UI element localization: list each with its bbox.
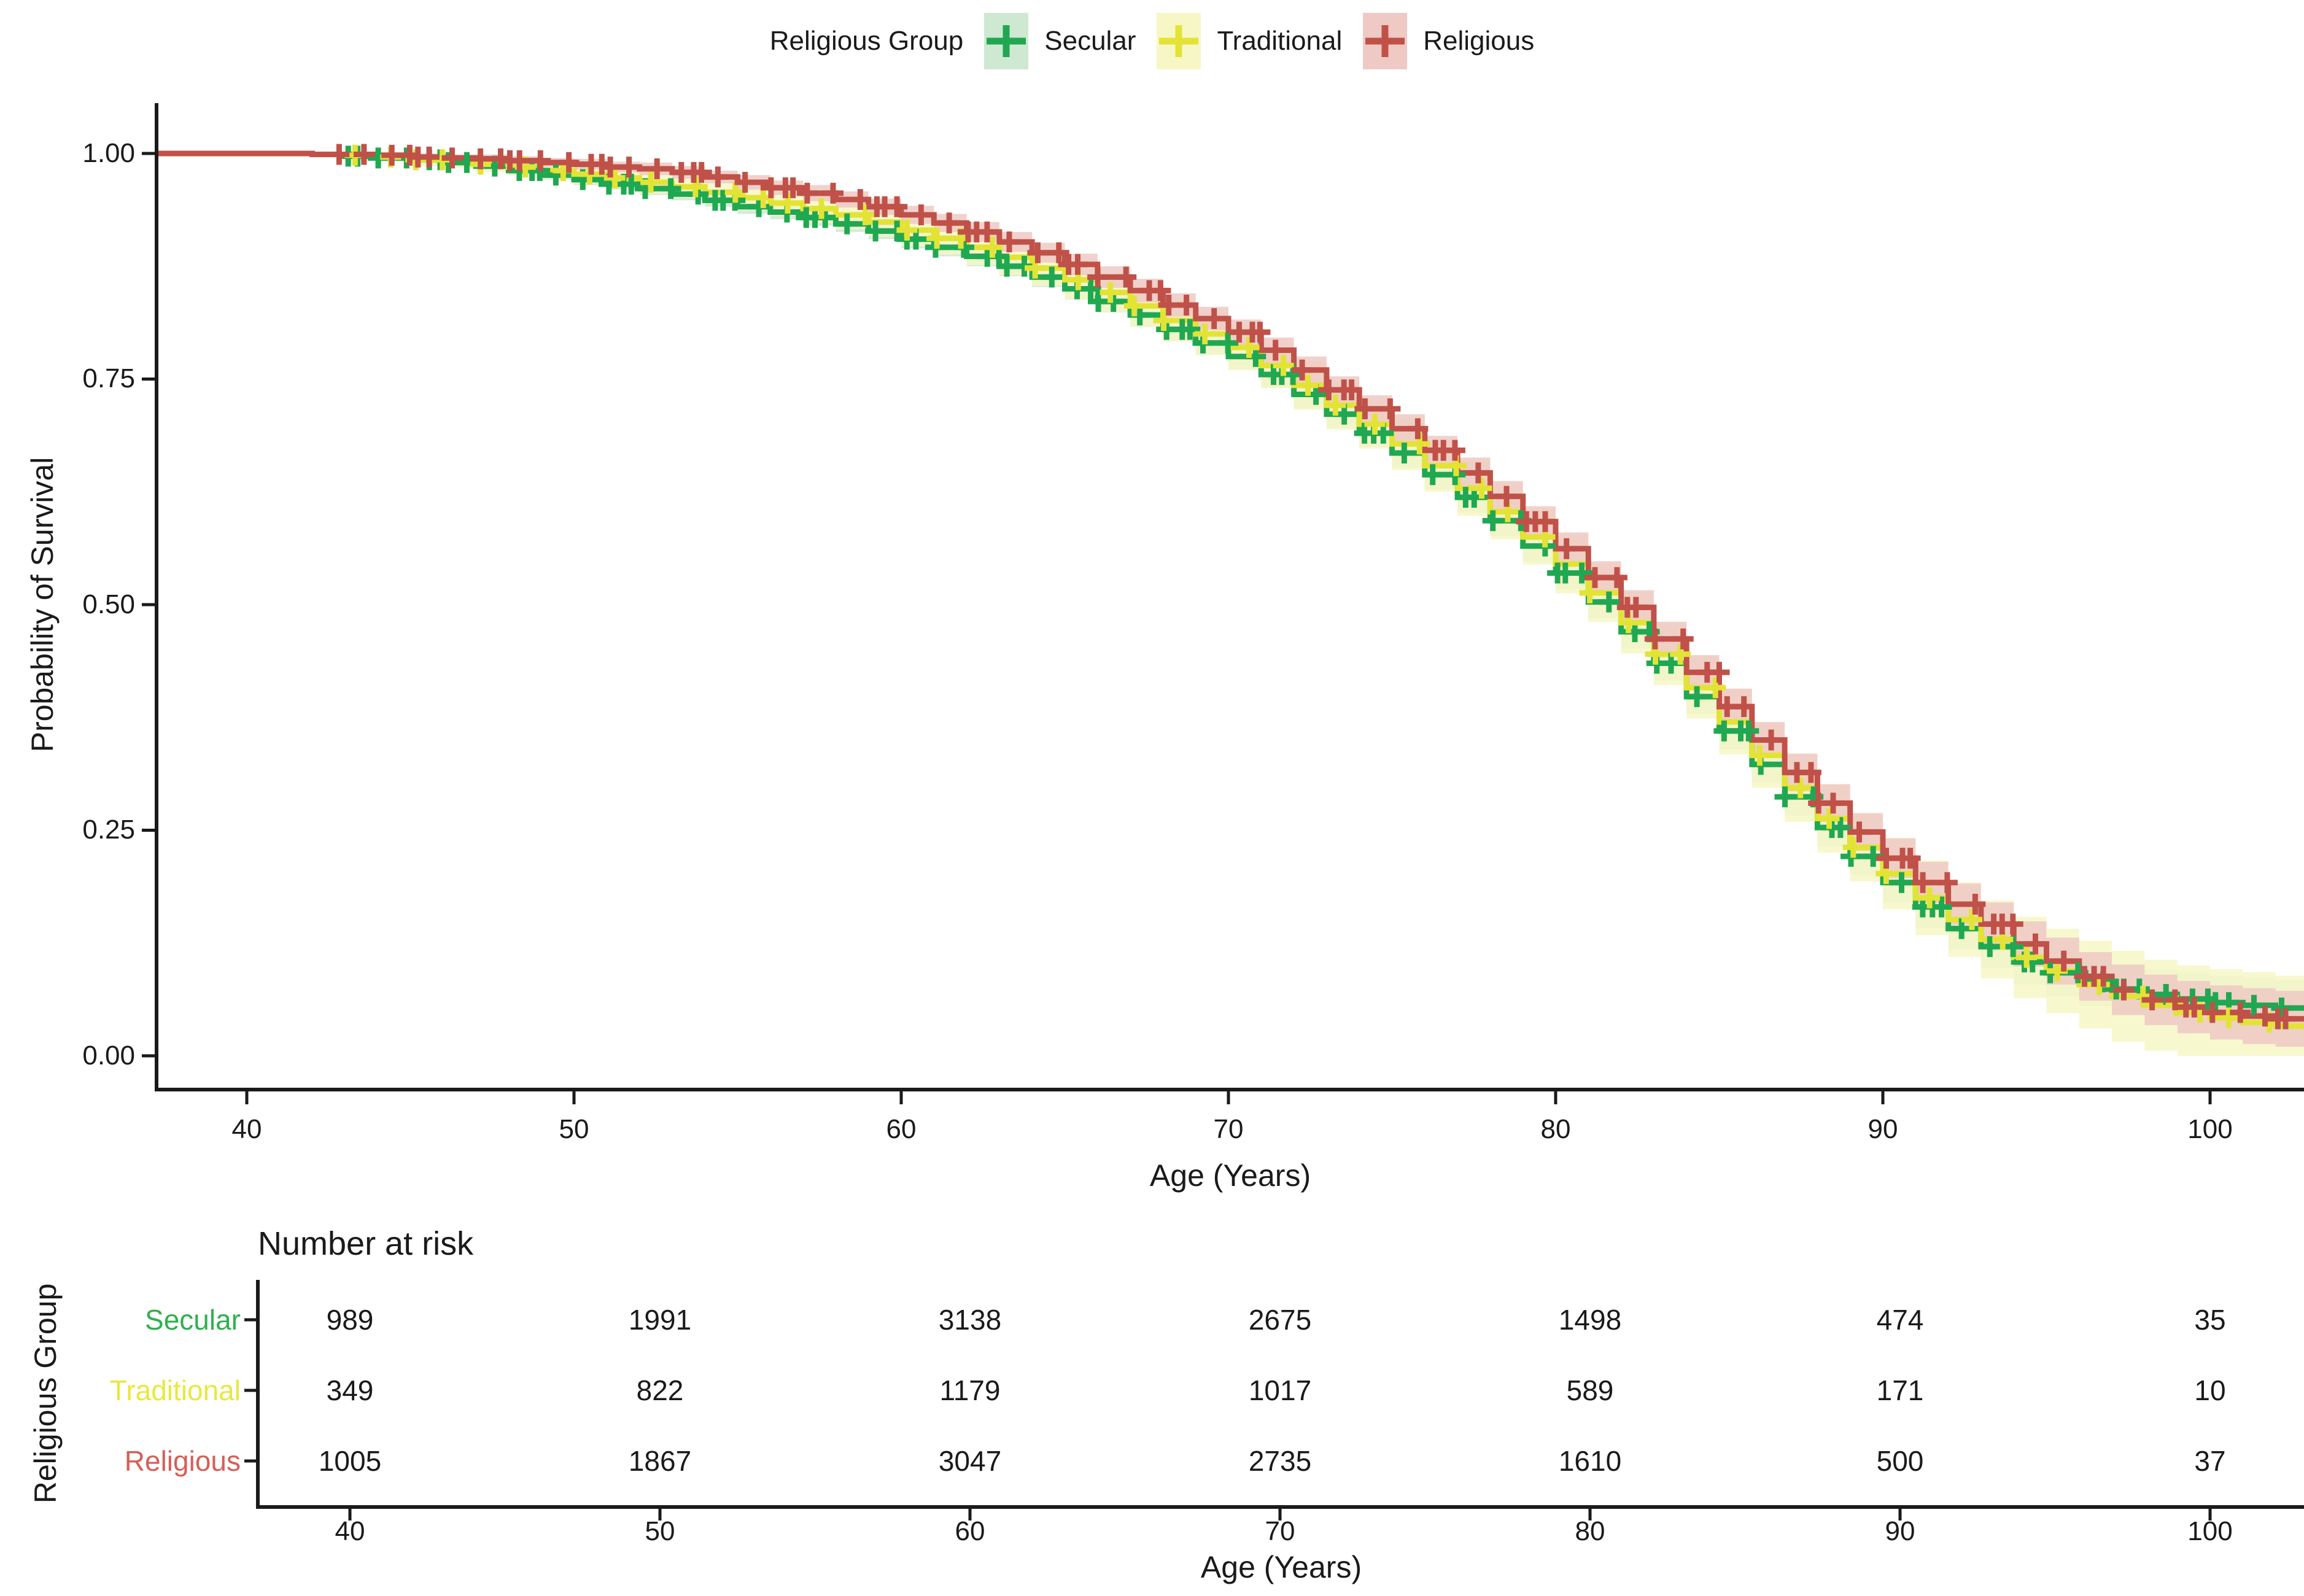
y-tick-0.25: 0.25 — [82, 815, 135, 845]
legend-label-traditional: Traditional — [1217, 26, 1343, 56]
y-tick-0.75: 0.75 — [82, 363, 135, 393]
risk-cell: 1610 — [1558, 1445, 1622, 1477]
risk-cell: 2675 — [1248, 1304, 1312, 1336]
table-x-tick-100: 100 — [2187, 1516, 2233, 1546]
risk-cell: 35 — [2194, 1304, 2226, 1336]
legend-label-religious: Religious — [1423, 26, 1535, 56]
survival-curve-secular — [157, 150, 2304, 1011]
risk-row-label-secular: Secular — [145, 1304, 241, 1336]
legend-item-traditional: Traditional — [1157, 13, 1342, 69]
risk-row-label-traditional: Traditional — [109, 1374, 241, 1406]
risk-cell: 3047 — [938, 1445, 1002, 1477]
risk-cell: 589 — [1566, 1374, 1614, 1406]
risk-cell: 1498 — [1558, 1304, 1622, 1336]
table-x-tick-40: 40 — [335, 1516, 365, 1546]
legend-label-secular: Secular — [1044, 26, 1136, 56]
censor-marks-traditional — [344, 144, 2280, 1033]
legend-title: Religious Group — [769, 26, 964, 56]
y-tick-1.00: 1.00 — [82, 138, 135, 168]
risk-cell: 989 — [326, 1304, 374, 1336]
table-x-tick-50: 50 — [645, 1516, 675, 1546]
risk-cell: 500 — [1876, 1445, 1924, 1477]
risk-cell: 474 — [1876, 1304, 1924, 1336]
risk-row-label-religious: Religious — [124, 1445, 241, 1477]
table-x-tick-60: 60 — [955, 1516, 985, 1546]
risk-cell: 1867 — [628, 1445, 692, 1477]
risk-cell: 1005 — [318, 1445, 382, 1477]
x-tick-100: 100 — [2187, 1114, 2233, 1144]
risk-cell: 171 — [1876, 1374, 1924, 1406]
x-tick-70: 70 — [1213, 1114, 1244, 1144]
risk-cell: 1017 — [1248, 1374, 1312, 1406]
risk-table-title: Number at risk — [258, 1225, 474, 1262]
legend: Religious Group Secular Traditional Reli… — [0, 7, 2304, 75]
traditional-ribbon-key-icon — [1157, 13, 1201, 69]
y-tick-0.50: 0.50 — [82, 589, 135, 619]
x-tick-50: 50 — [559, 1114, 589, 1144]
religious-ribbon-key-icon — [1363, 13, 1408, 69]
table-x-axis-title: Age (Years) — [1200, 1550, 1362, 1584]
risk-cell: 1991 — [628, 1304, 692, 1336]
x-axis-title: Age (Years) — [1149, 1158, 1311, 1193]
legend-item-secular: Secular — [984, 13, 1136, 69]
x-tick-60: 60 — [886, 1114, 917, 1144]
risk-cell: 349 — [326, 1374, 374, 1406]
x-tick-40: 40 — [231, 1114, 262, 1144]
risk-cell: 3138 — [938, 1304, 1002, 1336]
censor-marks-secular — [338, 145, 2292, 1019]
legend-item-religious: Religious — [1363, 13, 1534, 69]
plot-panel — [157, 144, 2304, 1056]
table-x-tick-90: 90 — [1885, 1516, 1915, 1546]
censor-marks-religious — [328, 144, 2296, 1029]
y-tick-0.00: 0.00 — [82, 1040, 135, 1071]
risk-cell: 1179 — [939, 1374, 1001, 1406]
risk-cell: 10 — [2194, 1374, 2226, 1406]
risk-cell: 37 — [2194, 1445, 2226, 1477]
table-x-tick-80: 80 — [1575, 1516, 1605, 1546]
x-tick-90: 90 — [1868, 1114, 1898, 1144]
table-x-tick-70: 70 — [1265, 1516, 1295, 1546]
secular-ribbon-key-icon — [984, 13, 1029, 69]
risk-cell: 822 — [636, 1374, 684, 1406]
risk-cell: 2735 — [1248, 1445, 1312, 1477]
x-tick-80: 80 — [1540, 1114, 1571, 1144]
